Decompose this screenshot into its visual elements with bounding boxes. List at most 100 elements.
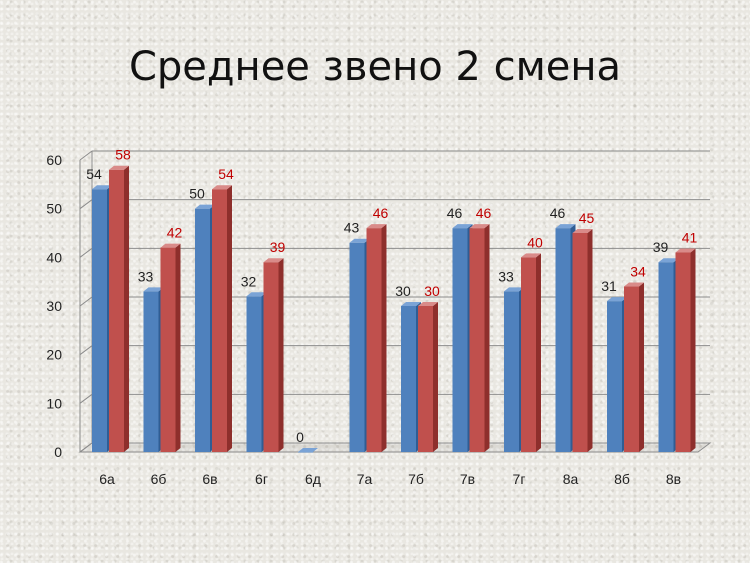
x-tick-label: 6б <box>151 471 167 487</box>
x-tick-label: 8б <box>614 471 630 487</box>
data-label-series-b: 40 <box>527 234 543 250</box>
bar-series-a <box>92 189 107 452</box>
bar-series-b-side <box>381 224 387 452</box>
gridline-side <box>79 247 93 258</box>
data-label-series-b: 54 <box>218 166 234 182</box>
x-tick-label: 6г <box>255 471 268 487</box>
bar-series-b-top <box>212 185 232 190</box>
chart-floor <box>78 442 712 453</box>
bar-series-b-side <box>124 165 129 452</box>
bar-series-a <box>143 291 159 452</box>
data-label-series-a: 43 <box>344 220 360 236</box>
bar-series-b <box>263 262 279 452</box>
y-tick-label: 30 <box>46 298 62 314</box>
bar-series-a <box>195 208 210 452</box>
bar-series-b-side <box>278 258 284 452</box>
data-label-series-b: 45 <box>579 210 595 226</box>
bar-series-b-side <box>433 302 438 452</box>
bar-series-b <box>469 228 485 452</box>
bar-series-b-top <box>521 253 541 258</box>
bar-series-a-top <box>658 258 679 263</box>
y-tick-label: 10 <box>46 395 62 411</box>
x-tick-label: 8а <box>563 471 579 487</box>
bar-series-b <box>160 247 176 452</box>
bar-series-a-top <box>349 238 370 243</box>
gridline-side <box>79 393 93 404</box>
bar-series-b <box>675 252 691 452</box>
bar-series-b-side <box>227 185 232 452</box>
bar-series-b <box>418 306 433 452</box>
bar-series-a <box>658 262 674 452</box>
y-tick-label: 20 <box>46 347 62 363</box>
bar-series-a <box>246 296 262 452</box>
bar-series-b-top <box>263 258 284 263</box>
data-label-series-a: 0 <box>296 429 304 445</box>
chart-title: Среднее звено 2 смена <box>128 44 622 90</box>
data-label-series-b: 46 <box>476 205 492 221</box>
gridline-side <box>79 296 93 307</box>
bar-series-a-top <box>555 224 576 229</box>
bar-series-b-top <box>160 243 181 248</box>
bar-series-b <box>572 233 588 452</box>
bar-series-a-top <box>92 185 112 190</box>
bar-series-b-top <box>109 165 129 170</box>
x-tick-label: 6д <box>305 471 321 487</box>
bar-series-a-top <box>298 448 318 452</box>
data-label-series-a: 46 <box>447 205 463 221</box>
bar-series-a-top <box>504 287 524 292</box>
data-label-series-b: 39 <box>270 239 286 255</box>
bar-series-b-top <box>572 229 593 233</box>
data-label-series-a: 54 <box>86 166 102 182</box>
y-tick-label: 40 <box>46 249 62 265</box>
x-tick-label: 7в <box>460 471 475 487</box>
y-tick-label: 60 <box>46 152 62 168</box>
bar-series-a <box>555 228 571 452</box>
bar-series-b <box>624 286 639 452</box>
bar-series-a-top <box>452 224 473 229</box>
bar-series-b <box>366 228 382 452</box>
bar-series-a <box>349 242 365 452</box>
bar-series-a-top <box>401 302 421 306</box>
data-label-series-a: 33 <box>138 268 154 284</box>
x-tick-label: 6а <box>99 471 115 487</box>
bar-series-b-side <box>484 224 490 452</box>
bar-series-b-side <box>639 282 644 452</box>
bar-series-a <box>298 452 313 453</box>
bar-series-a-top <box>143 287 164 292</box>
data-label-series-b: 34 <box>630 264 646 280</box>
data-label-series-a: 32 <box>241 273 257 289</box>
bar-series-b <box>109 169 124 452</box>
data-label-series-a: 46 <box>550 205 566 221</box>
y-tick-label: 50 <box>46 201 62 217</box>
bar-series-b-top <box>469 224 490 229</box>
data-label-series-b: 30 <box>424 283 440 299</box>
data-label-series-b: 41 <box>682 229 698 245</box>
data-label-series-a: 30 <box>395 283 411 299</box>
gridline-side <box>79 150 93 161</box>
bar-series-b-top <box>675 248 696 253</box>
data-label-series-b: 46 <box>373 205 389 221</box>
gridline-side <box>79 199 93 210</box>
bar-series-a <box>504 291 519 452</box>
data-label-series-b: 42 <box>167 225 183 241</box>
bar-series-b-side <box>587 229 593 452</box>
data-label-series-b: 58 <box>115 147 131 163</box>
x-tick-label: 8в <box>666 471 681 487</box>
x-tick-label: 7г <box>513 471 526 487</box>
bar-series-b-top <box>366 224 387 229</box>
bar-series-b-side <box>690 248 696 452</box>
data-label-series-a: 33 <box>498 268 514 284</box>
x-tick-label: 7а <box>357 471 373 487</box>
bar-series-a <box>607 301 622 452</box>
data-label-series-a: 31 <box>601 278 617 294</box>
bar-series-b <box>212 189 227 452</box>
y-tick-label: 0 <box>54 444 62 460</box>
bar-series-b-side <box>536 253 541 452</box>
bar-series-a-top <box>195 204 215 209</box>
bar-series-a-top <box>607 297 627 302</box>
bar-series-a <box>452 228 468 452</box>
x-tick-label: 6в <box>202 471 217 487</box>
bar-series-a <box>401 306 416 452</box>
bar-series-a-top <box>246 292 267 297</box>
